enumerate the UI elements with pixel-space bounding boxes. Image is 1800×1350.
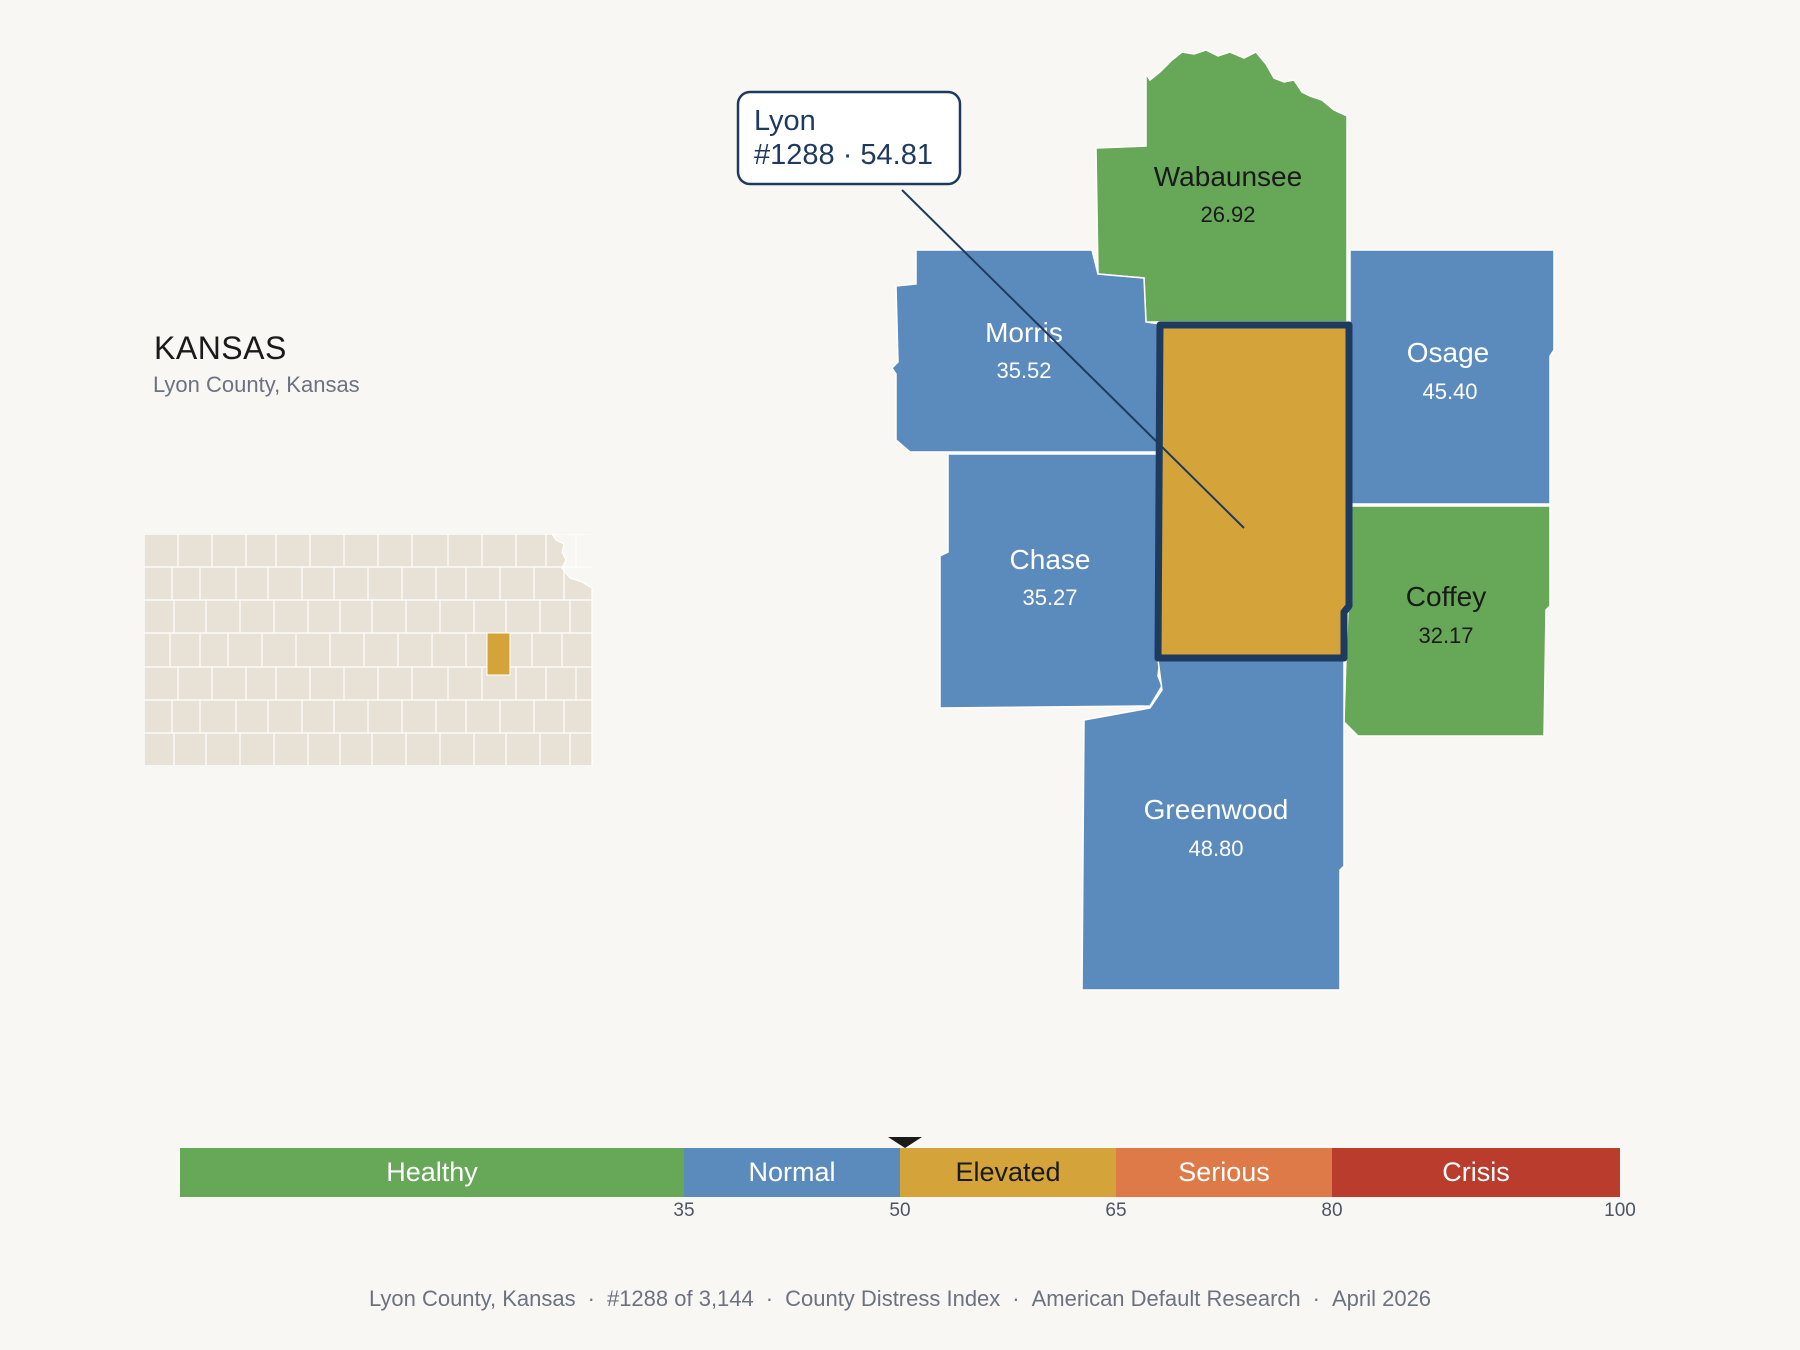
svg-text:45.40: 45.40	[1422, 379, 1477, 404]
county-label-greenwood: Greenwood 48.80	[1144, 794, 1289, 861]
county-lyon[interactable]	[1154, 321, 1353, 662]
footer-separator: ·	[1012, 1286, 1020, 1311]
kansas-locator-map	[144, 534, 593, 766]
footer-separator: ·	[1312, 1286, 1320, 1311]
scale-tick-label: 65	[1105, 1200, 1127, 1221]
svg-text:32.17: 32.17	[1418, 623, 1473, 648]
state-title: KANSAS	[154, 330, 287, 366]
callout-leader-line	[901, 189, 1245, 529]
county-map: Wabaunsee 26.92 Morris 35.52 Osage 45.40…	[736, 49, 1555, 991]
locator-highlight-lyon	[486, 632, 511, 676]
footer-separator: ·	[765, 1286, 774, 1311]
footer-item: County Distress Index	[785, 1286, 1001, 1311]
distress-scale-bar: Healthy Normal Elevated Serious Crisis	[180, 1148, 1620, 1197]
callout-name: Lyon	[754, 105, 816, 137]
svg-text:Morris: Morris	[985, 317, 1063, 348]
scale-tick-label: 80	[1321, 1200, 1343, 1221]
county-label-osage: Osage 45.40	[1407, 337, 1490, 404]
county-greenwood[interactable]	[1081, 659, 1345, 991]
county-label-morris: Morris 35.52	[985, 317, 1063, 383]
svg-text:26.92: 26.92	[1200, 202, 1255, 227]
kansas-outline	[144, 534, 593, 766]
scale-segment-crisis: Crisis	[1332, 1148, 1620, 1197]
svg-text:Greenwood: Greenwood	[1144, 794, 1289, 825]
county-morris[interactable]	[891, 249, 1161, 453]
svg-text:Osage: Osage	[1407, 337, 1490, 368]
svg-text:35.27: 35.27	[1022, 585, 1077, 610]
county-osage[interactable]	[1345, 249, 1555, 505]
county-label-coffey: Coffey 32.17	[1406, 581, 1486, 648]
svg-text:48.80: 48.80	[1188, 836, 1243, 861]
scale-segment-elevated: Elevated	[900, 1148, 1116, 1197]
footer-item: American Default Research	[1031, 1286, 1301, 1311]
scale-segment-healthy: Healthy	[180, 1148, 684, 1197]
scale-tick-label: 100	[1604, 1200, 1636, 1221]
locator-county-lines	[144, 534, 592, 766]
footer-item: #1288 of 3,144	[606, 1286, 754, 1311]
footer-item: April 2026	[1331, 1286, 1432, 1311]
county-coffey[interactable]	[1343, 505, 1551, 737]
svg-text:35.52: 35.52	[996, 358, 1051, 383]
scale-marker	[888, 1137, 923, 1148]
footer: Lyon County, Kansas · #1288 of 3,144 · Count…	[0, 1286, 1800, 1312]
county-label-chase: Chase 35.27	[1010, 544, 1091, 610]
scale-segment-serious: Serious	[1116, 1148, 1332, 1197]
svg-text:Coffey: Coffey	[1406, 581, 1486, 612]
state-subtitle: Lyon County, Kansas	[153, 372, 360, 397]
svg-text:Chase: Chase	[1010, 544, 1091, 575]
svg-text:Wabaunsee: Wabaunsee	[1154, 161, 1302, 192]
scale-tick-label: 50	[889, 1200, 911, 1221]
county-label-wabaunsee: Wabaunsee 26.92	[1154, 161, 1302, 227]
footer-separator: ·	[587, 1286, 595, 1311]
callout-box	[736, 90, 962, 186]
county-chase[interactable]	[939, 453, 1163, 709]
callout-detail: #1288 · 54.81	[754, 139, 933, 171]
scale-segment-normal: Normal	[684, 1148, 900, 1197]
footer-item: Lyon County, Kansas	[368, 1286, 576, 1311]
scale-tick-label: 35	[673, 1200, 695, 1221]
